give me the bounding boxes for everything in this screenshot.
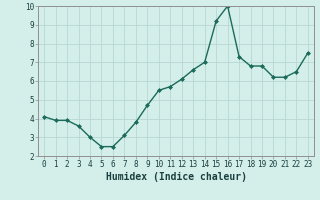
X-axis label: Humidex (Indice chaleur): Humidex (Indice chaleur) [106,172,246,182]
